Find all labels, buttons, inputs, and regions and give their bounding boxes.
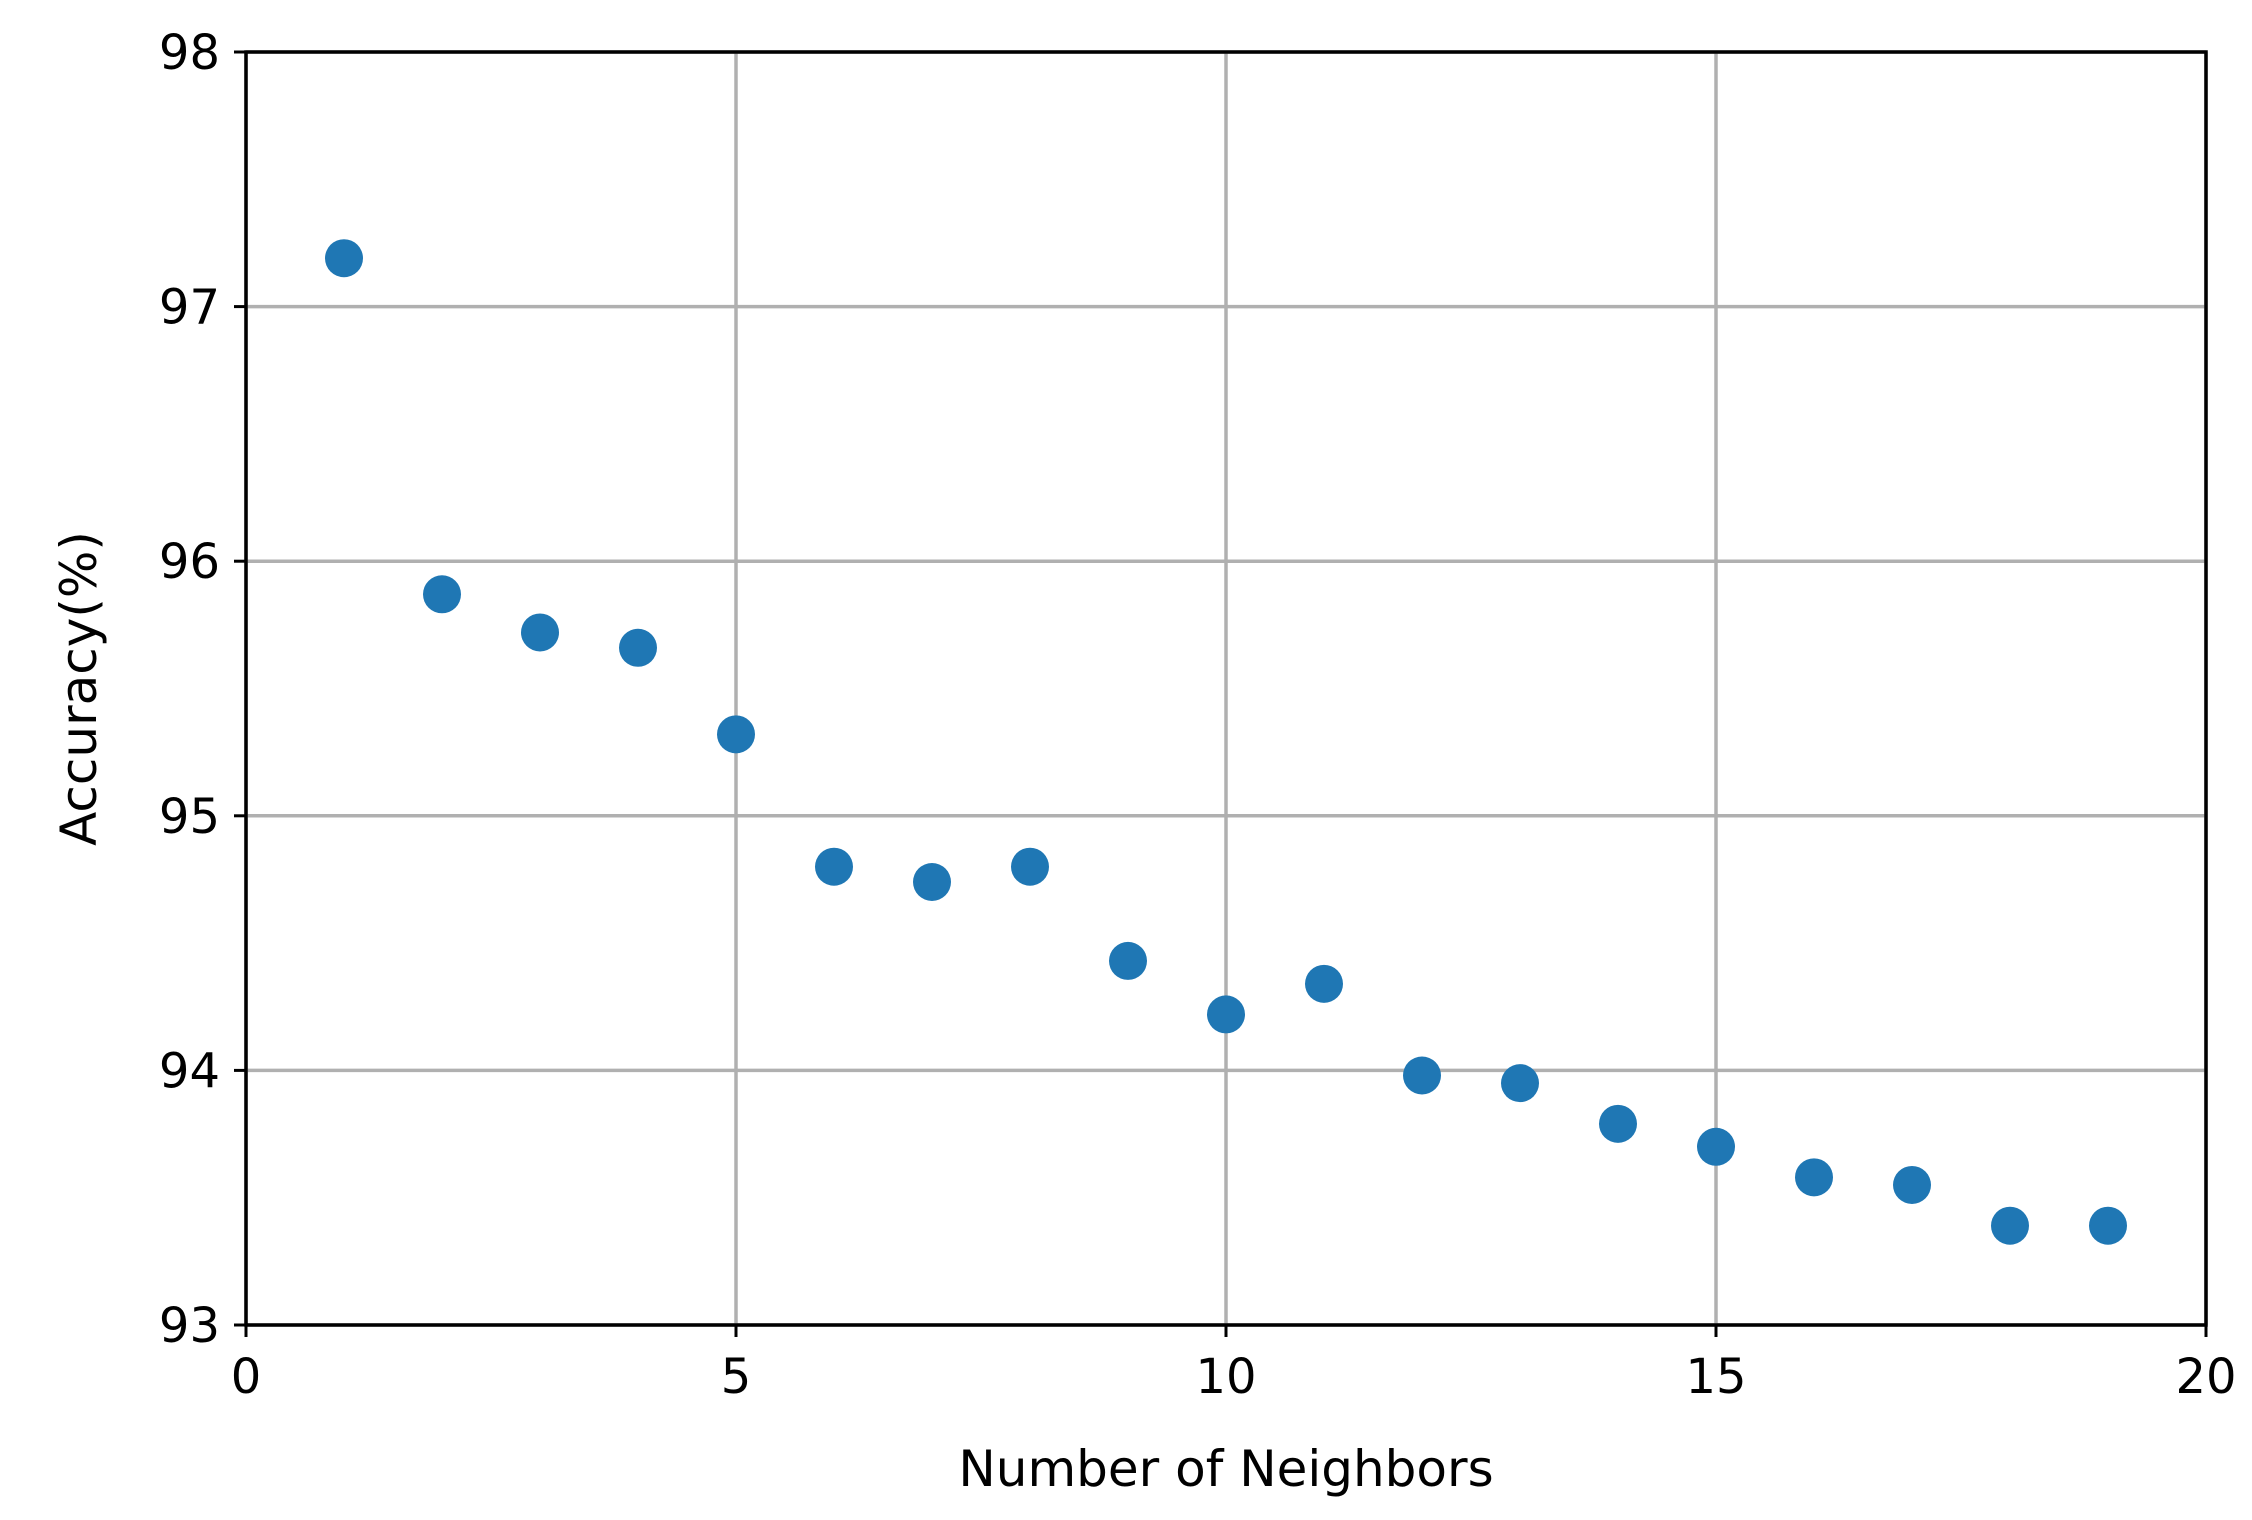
data-point-5 — [717, 715, 755, 754]
data-points — [325, 239, 2127, 1245]
data-point-12 — [1403, 1056, 1441, 1095]
y-tick-label-4: 97 — [159, 280, 220, 336]
data-point-19 — [2089, 1206, 2127, 1245]
x-tick-label-1: 5 — [721, 1349, 752, 1405]
data-point-9 — [1109, 941, 1147, 980]
data-point-16 — [1795, 1158, 1833, 1197]
data-point-1 — [325, 239, 363, 278]
data-point-17 — [1893, 1165, 1931, 1204]
data-point-4 — [619, 628, 657, 667]
data-point-10 — [1207, 995, 1245, 1034]
y-tick-label-0: 93 — [159, 1298, 220, 1354]
grid-lines — [244, 50, 2208, 1327]
x-axis-label: Number of Neighbors — [958, 1440, 1493, 1498]
data-point-15 — [1697, 1127, 1735, 1166]
x-tick-label-2: 10 — [1195, 1349, 1256, 1405]
data-point-7 — [913, 862, 951, 901]
x-tick-label-4: 20 — [2175, 1349, 2236, 1405]
data-point-11 — [1305, 964, 1343, 1003]
x-axis-ticks: 0 5 10 15 20 — [231, 1325, 2237, 1405]
data-point-2 — [423, 575, 461, 614]
data-point-18 — [1991, 1206, 2029, 1245]
y-axis-label: Accuracy(%) — [50, 531, 108, 846]
data-point-13 — [1501, 1064, 1539, 1103]
y-axis-ticks: 93 94 95 96 97 98 — [159, 25, 246, 1354]
x-tick-label-0: 0 — [231, 1349, 262, 1405]
y-tick-label-3: 96 — [159, 534, 220, 590]
y-tick-label-5: 98 — [159, 25, 220, 81]
data-point-14 — [1599, 1104, 1637, 1143]
data-point-3 — [521, 613, 559, 652]
data-point-6 — [815, 847, 853, 886]
y-tick-label-1: 94 — [159, 1043, 220, 1099]
data-point-8 — [1011, 847, 1049, 886]
x-tick-label-3: 15 — [1685, 1349, 1746, 1405]
y-tick-label-2: 95 — [159, 789, 220, 845]
